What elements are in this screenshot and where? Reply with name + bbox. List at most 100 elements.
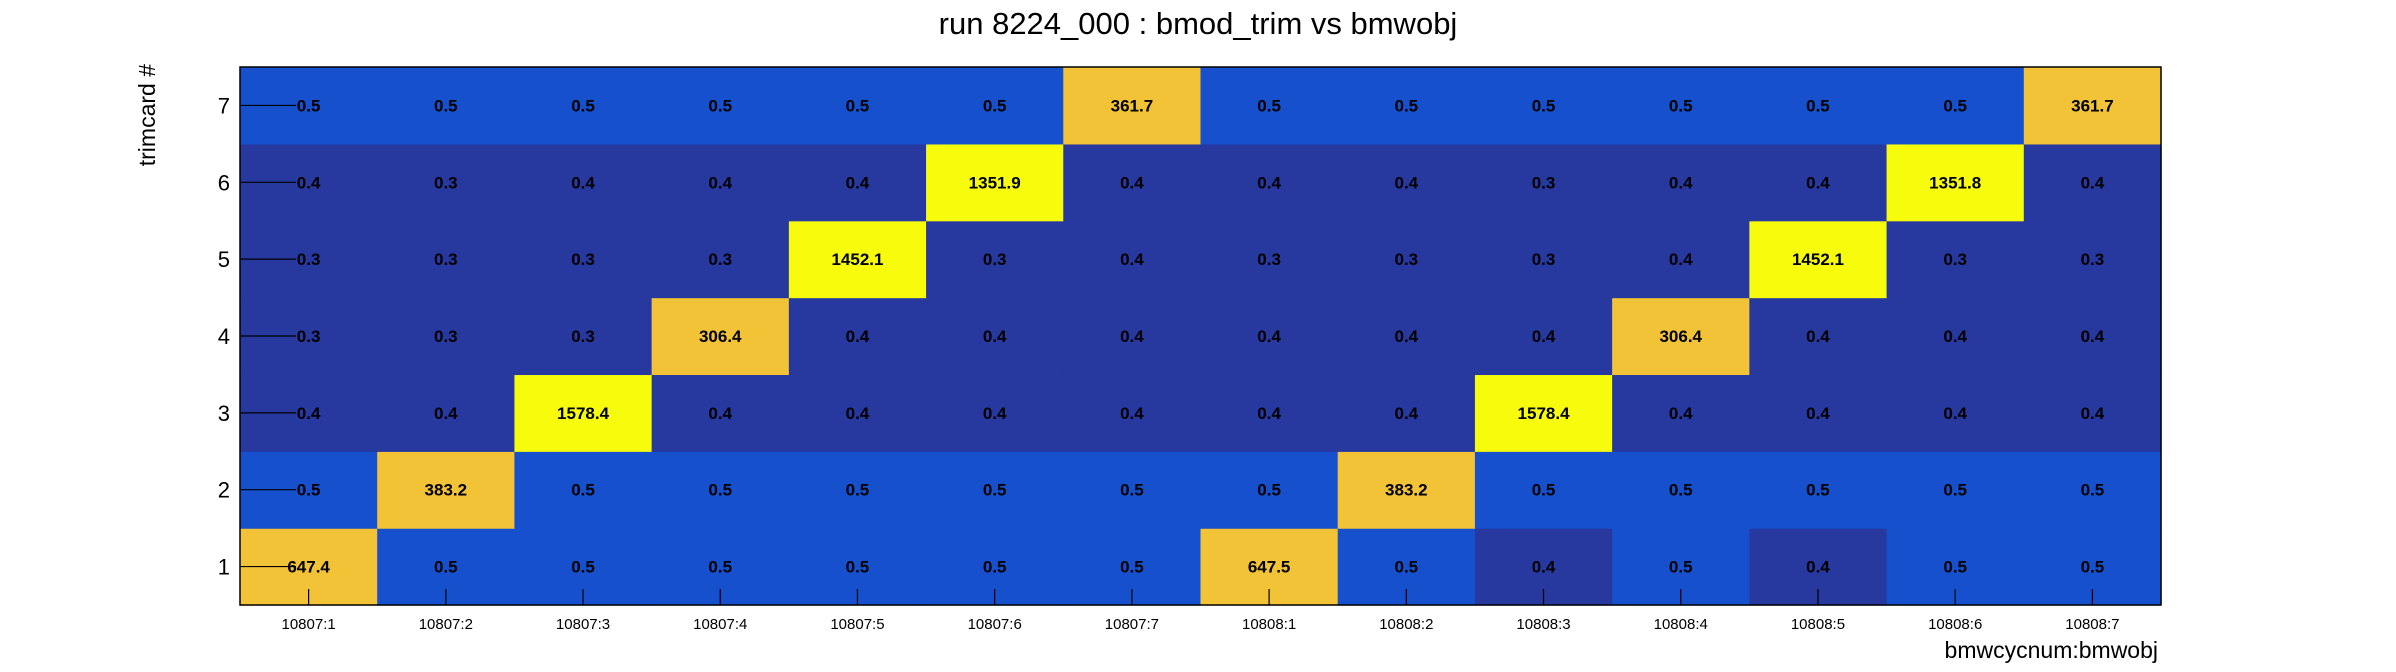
x-tick-label: 10807:1 bbox=[281, 616, 335, 633]
heatmap-cell bbox=[788, 143, 927, 222]
cell-value-label: 0.3 bbox=[1532, 173, 1556, 192]
y-tick-label: 6 bbox=[218, 170, 230, 195]
heatmap-cell bbox=[1749, 220, 1888, 299]
heatmap-cell bbox=[1612, 220, 1750, 299]
cell-value-label: 1578.4 bbox=[1518, 404, 1571, 423]
cell-value-label: 0.5 bbox=[1806, 481, 1830, 500]
cell-value-label: 0.4 bbox=[1394, 173, 1418, 192]
x-tick-label: 10808:3 bbox=[1516, 616, 1570, 633]
cell-value-label: 0.3 bbox=[434, 327, 458, 346]
cell-value-label: 0.4 bbox=[2081, 404, 2105, 423]
heatmap-cell bbox=[1063, 220, 1202, 299]
cell-value-label: 0.5 bbox=[983, 96, 1007, 115]
cell-value-label: 0.4 bbox=[1394, 404, 1418, 423]
heatmap-cell bbox=[377, 374, 516, 452]
cell-value-label: 647.5 bbox=[1248, 558, 1291, 577]
cell-value-label: 0.4 bbox=[1669, 173, 1693, 192]
heatmap-cell bbox=[1474, 297, 1613, 376]
cell-value-label: 0.5 bbox=[708, 558, 732, 577]
cell-value-label: 1452.1 bbox=[1792, 250, 1844, 269]
cell-value-label: 0.5 bbox=[708, 481, 732, 500]
cell-value-label: 0.5 bbox=[1532, 96, 1556, 115]
heatmap-cell bbox=[2023, 297, 2162, 376]
x-tick-label: 10808:1 bbox=[1242, 616, 1296, 633]
cell-value-label: 0.4 bbox=[297, 404, 321, 423]
cell-value-label: 0.5 bbox=[1943, 96, 1967, 115]
cell-value-label: 0.5 bbox=[571, 96, 595, 115]
heatmap-cell bbox=[1749, 67, 1888, 145]
chart-title: run 8224_000 : bmod_trim vs bmwobj bbox=[939, 6, 1458, 41]
heatmap-cell bbox=[1749, 374, 1888, 452]
cell-value-label: 0.4 bbox=[1806, 558, 1830, 577]
heatmap-cell bbox=[651, 374, 790, 452]
cell-value-label: 0.4 bbox=[1806, 404, 1830, 423]
cell-value-label: 0.4 bbox=[1669, 404, 1693, 423]
cell-value-label: 0.3 bbox=[297, 327, 321, 346]
cell-value-label: 0.4 bbox=[1943, 404, 1967, 423]
cell-value-label: 0.4 bbox=[1532, 558, 1556, 577]
cell-value-label: 0.4 bbox=[1394, 327, 1418, 346]
heatmap-cell bbox=[1063, 451, 1202, 529]
cell-value-label: 0.3 bbox=[1394, 250, 1418, 269]
heatmap-cell bbox=[1200, 374, 1339, 452]
heatmap-cell bbox=[1200, 297, 1339, 376]
heatmap-cell bbox=[1749, 143, 1888, 222]
heatmap-cell bbox=[788, 374, 927, 452]
cell-value-label: 0.5 bbox=[1257, 481, 1281, 500]
cell-value-label: 0.4 bbox=[1257, 327, 1281, 346]
x-tick-label: 10807:2 bbox=[419, 616, 473, 633]
cell-value-label: 0.4 bbox=[1120, 173, 1144, 192]
heatmap-cell bbox=[1612, 143, 1750, 222]
heatmap-cell bbox=[377, 451, 516, 529]
cell-value-label: 0.3 bbox=[983, 250, 1007, 269]
cell-value-label: 0.3 bbox=[1257, 250, 1281, 269]
cell-value-label: 0.4 bbox=[1806, 173, 1830, 192]
heatmap-cell bbox=[1612, 374, 1750, 452]
heatmap-cell bbox=[651, 220, 790, 299]
heatmap-cell bbox=[1200, 220, 1339, 299]
cell-value-label: 1578.4 bbox=[557, 404, 610, 423]
cell-value-label: 306.4 bbox=[1659, 327, 1702, 346]
heatmap-cell bbox=[2023, 220, 2162, 299]
cell-value-label: 0.5 bbox=[1806, 96, 1830, 115]
cell-value-label: 0.4 bbox=[708, 173, 732, 192]
heatmap-cell bbox=[1886, 374, 2025, 452]
y-tick-label: 2 bbox=[218, 478, 230, 503]
cell-value-label: 0.3 bbox=[708, 250, 732, 269]
x-tick-label: 10807:6 bbox=[968, 616, 1022, 633]
cell-value-label: 0.5 bbox=[983, 481, 1007, 500]
heatmap-cell bbox=[926, 374, 1064, 452]
cell-value-label: 0.5 bbox=[1394, 96, 1418, 115]
x-tick-label: 10807:3 bbox=[556, 616, 610, 633]
cell-value-label: 0.3 bbox=[571, 250, 595, 269]
cell-value-label: 0.5 bbox=[1943, 481, 1967, 500]
heatmap-cell bbox=[2023, 374, 2162, 452]
cell-value-label: 0.5 bbox=[571, 481, 595, 500]
cell-value-label: 0.4 bbox=[434, 404, 458, 423]
heatmap-cell bbox=[1337, 143, 1476, 222]
cell-value-label: 0.3 bbox=[2081, 250, 2105, 269]
cell-value-label: 0.4 bbox=[1120, 250, 1144, 269]
cell-value-label: 0.3 bbox=[297, 250, 321, 269]
heatmap-cell bbox=[1474, 67, 1613, 145]
heatmap-cells bbox=[240, 67, 2162, 606]
cell-value-label: 647.4 bbox=[287, 558, 330, 577]
cell-value-label: 0.4 bbox=[1669, 250, 1693, 269]
heatmap-cell bbox=[1886, 67, 2025, 145]
heatmap-cell bbox=[1474, 374, 1613, 452]
x-tick-label: 10807:7 bbox=[1105, 616, 1159, 633]
cell-value-label: 0.5 bbox=[434, 558, 458, 577]
cell-value-label: 0.4 bbox=[983, 404, 1007, 423]
y-axis-label: trimcard # bbox=[134, 64, 160, 166]
heatmap-cell bbox=[1612, 67, 1750, 145]
cell-value-label: 0.5 bbox=[1943, 558, 1967, 577]
cell-value-label: 0.5 bbox=[2081, 481, 2105, 500]
heatmap-cell bbox=[514, 220, 653, 299]
heatmap-cell bbox=[1886, 143, 2025, 222]
x-tick-label: 10808:4 bbox=[1654, 616, 1708, 633]
cell-value-label: 0.5 bbox=[434, 96, 458, 115]
cell-value-label: 0.4 bbox=[1943, 327, 1967, 346]
heatmap-cell bbox=[1886, 220, 2025, 299]
heatmap-cell bbox=[1337, 220, 1476, 299]
